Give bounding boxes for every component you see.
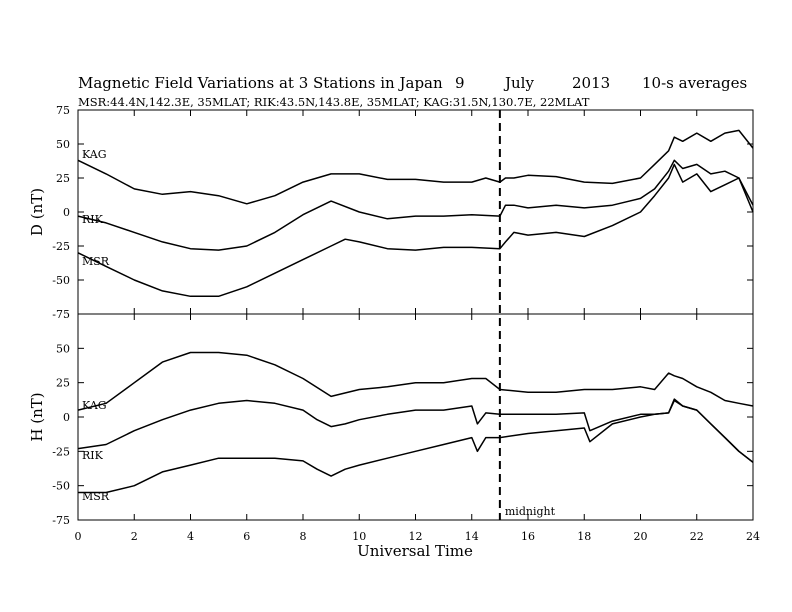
series-line-rik-d <box>77 159 754 251</box>
x-tick-label: 4 <box>187 530 194 543</box>
x-tick-label: 10 <box>352 530 366 543</box>
y-tick-label: -75 <box>52 514 70 527</box>
x-tick-label: 16 <box>521 530 535 543</box>
xlabel: Universal Time <box>357 542 473 560</box>
y-tick-label: -25 <box>52 240 70 253</box>
series-line-rik-h <box>77 398 754 463</box>
y-tick-label: -50 <box>52 274 70 287</box>
x-tick-label: 2 <box>131 530 138 543</box>
series-label-msr-d: MSR <box>82 255 110 268</box>
x-tick-label: 22 <box>690 530 704 543</box>
y-tick-label: 50 <box>56 342 70 355</box>
chart-year: 2013 <box>572 74 610 92</box>
chart-averaging: 10-s averages <box>642 74 747 92</box>
chart-day: 9 <box>455 74 465 92</box>
x-tick-label: 14 <box>465 530 479 543</box>
stations-line: MSR:44.4N,142.3E, 35MLAT; RIK:43.5N,143.… <box>78 95 590 109</box>
series-line-kag-d <box>77 129 754 205</box>
y-tick-label: 0 <box>63 411 70 424</box>
series-label-rik-h: RIK <box>82 449 104 462</box>
x-tick-label: 18 <box>577 530 591 543</box>
series-label-msr-h: MSR <box>82 490 110 503</box>
chart-title: Magnetic Field Variations at 3 Stations … <box>78 74 443 92</box>
x-tick-label: 20 <box>634 530 648 543</box>
x-tick-label: 0 <box>75 530 82 543</box>
y-tick-label: -75 <box>52 308 70 321</box>
y-tick-label: 0 <box>63 206 70 219</box>
panel-frame-d <box>77 109 754 315</box>
series-label-rik-d: RIK <box>82 213 104 226</box>
y-tick-label: 50 <box>56 138 70 151</box>
series-label-kag-h: KAG <box>82 399 107 412</box>
series-line-kag-h <box>77 351 754 411</box>
x-tick-label: 8 <box>300 530 307 543</box>
series-line-msr-d <box>77 163 754 298</box>
panel-frame-h <box>77 313 754 521</box>
y-tick-label: 25 <box>56 377 70 390</box>
series-label-kag-d: KAG <box>82 148 107 161</box>
y-tick-label: -25 <box>52 445 70 458</box>
series-line-msr-h <box>78 399 754 494</box>
x-tick-label: 24 <box>746 530 760 543</box>
y-tick-label: 75 <box>56 104 70 117</box>
ylabel-h: H (nT) <box>28 392 46 441</box>
y-tick-label: 25 <box>56 172 70 185</box>
chart-month: July <box>503 74 534 92</box>
midnight-label: midnight <box>505 505 556 518</box>
y-tick-label: -50 <box>52 480 70 493</box>
x-tick-label: 6 <box>243 530 250 543</box>
x-tick-label: 12 <box>409 530 423 543</box>
ylabel-d: D (nT) <box>28 188 46 236</box>
